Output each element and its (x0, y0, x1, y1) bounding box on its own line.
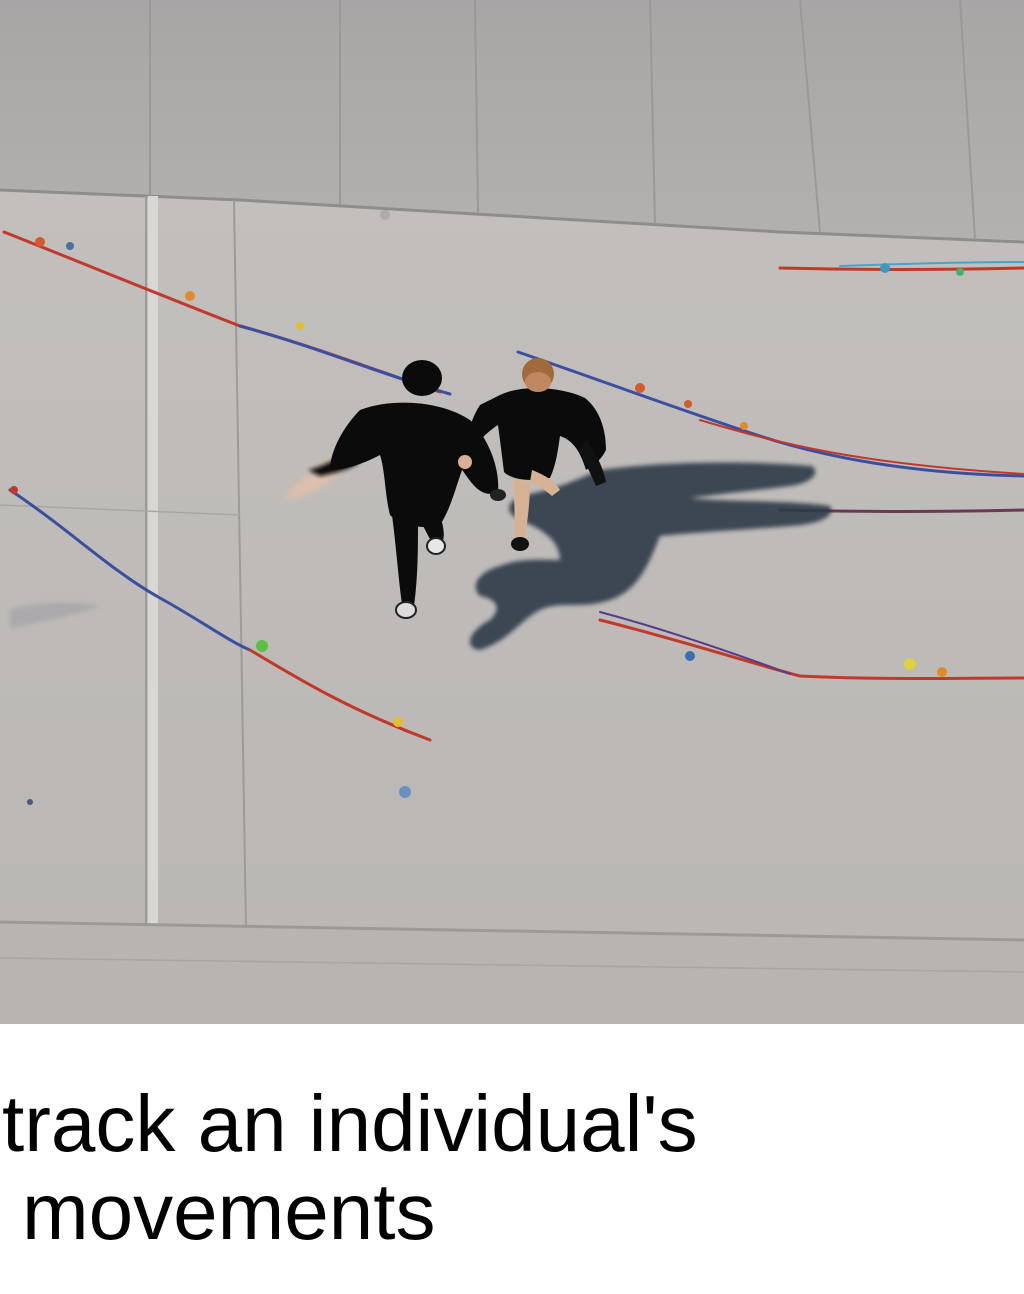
runner-left (282, 360, 499, 619)
caption-area: track an individual's movements (0, 1024, 1024, 1294)
slab-edge (0, 188, 1024, 244)
upper-slab (0, 0, 1024, 240)
runner-right (458, 358, 606, 551)
rope-clips (10, 237, 964, 805)
photo-aerial-runners (0, 0, 1024, 1024)
caption-line-2: movements (22, 1167, 436, 1256)
runners-shadow (469, 462, 832, 650)
lower-ledge (0, 922, 1024, 1024)
floor-marks (10, 210, 390, 628)
slab-seams (149, 0, 976, 239)
caption-line-1: track an individual's (2, 1079, 698, 1168)
floor-seams (0, 196, 247, 931)
